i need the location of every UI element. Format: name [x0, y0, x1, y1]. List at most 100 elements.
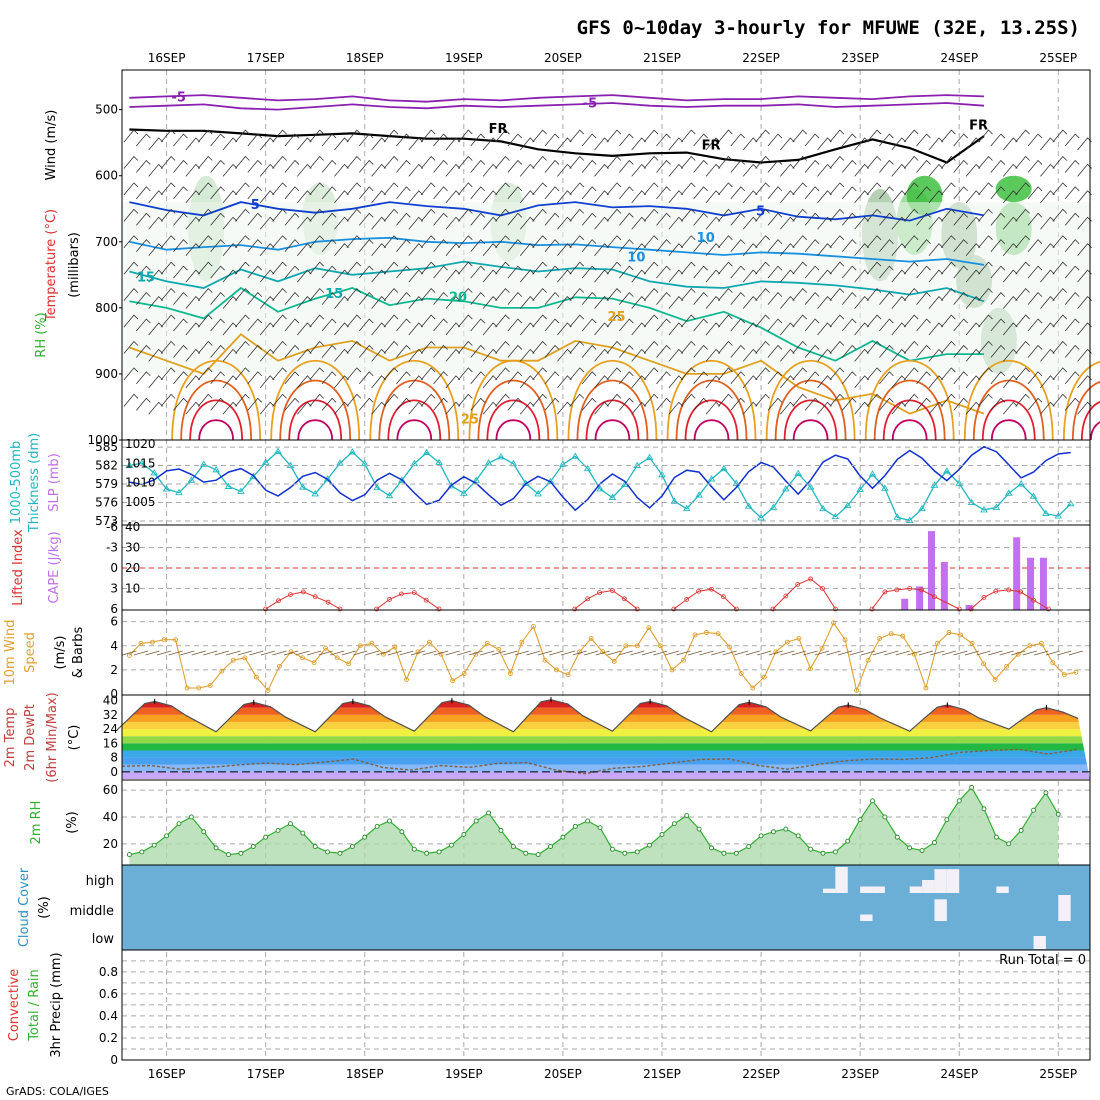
wind-barb	[619, 186, 634, 200]
wind-barb	[358, 292, 374, 305]
rh-point	[188, 814, 194, 820]
x-date-label-top: 19SEP	[445, 51, 483, 65]
contour-label: FR	[489, 122, 508, 137]
wind-barb	[978, 129, 993, 143]
warm-loop	[297, 419, 334, 441]
wind-barb	[928, 348, 944, 362]
wind-barb	[297, 243, 312, 256]
wind-barb	[136, 239, 151, 253]
thickness-point	[299, 483, 307, 490]
wind-speed-point	[819, 645, 825, 651]
wind-barb	[371, 243, 386, 256]
wind-barb	[136, 133, 151, 147]
thickness-point	[757, 514, 765, 521]
wind-barb	[222, 190, 238, 204]
warm-loop	[783, 399, 838, 441]
wind-barb	[470, 371, 485, 385]
li-point	[671, 606, 677, 612]
wind-barb	[334, 322, 349, 336]
wind-barb	[160, 314, 176, 328]
wind-barb	[495, 288, 510, 301]
wind-barb	[829, 288, 845, 301]
wind-barb	[693, 397, 708, 411]
rh-point	[659, 831, 665, 837]
wind-barb	[928, 190, 944, 204]
wind-barb	[693, 159, 708, 173]
wind-barb	[537, 650, 553, 656]
wind-barb	[358, 344, 374, 358]
wind-barb	[222, 295, 238, 309]
thickness-point	[261, 458, 270, 465]
wind-barb	[978, 182, 993, 196]
li-line	[871, 587, 960, 610]
wind-barb	[814, 650, 830, 656]
wind-barb	[173, 239, 188, 253]
wind-barb	[990, 239, 1006, 253]
wind-barb	[1040, 190, 1055, 204]
dewpoint-line	[121, 748, 1077, 775]
wind-barb	[619, 212, 634, 226]
x-date-label-top: 23SEP	[841, 51, 879, 65]
li-point	[1045, 606, 1051, 612]
wind-barb	[123, 393, 139, 407]
wind-barb	[259, 375, 275, 389]
wind-speed-point	[311, 660, 317, 666]
wind-barb	[668, 190, 684, 204]
wind-speed-point	[704, 630, 710, 635]
wind-barb	[606, 367, 622, 381]
wind-barb	[544, 239, 560, 253]
wind-barb	[841, 318, 857, 332]
wind-barb	[309, 129, 324, 143]
wind-barb	[237, 650, 252, 656]
wind-barb	[1064, 212, 1080, 226]
wind-barb	[792, 129, 808, 143]
rh-point	[795, 833, 801, 839]
wind-barb	[445, 375, 461, 389]
rh-point	[944, 817, 950, 823]
rh-point	[585, 818, 591, 824]
wind-barb	[581, 186, 597, 200]
wind-barb	[755, 340, 770, 354]
wind-barb	[643, 155, 659, 169]
wind-barb	[371, 269, 386, 283]
wind-barb	[458, 261, 473, 275]
wind-barb	[718, 288, 733, 301]
x-date-label-top: 16SEP	[148, 51, 186, 65]
x-date-label-bottom: 19SEP	[445, 1067, 483, 1081]
wind-barb	[544, 212, 560, 226]
wind-speed-point	[138, 640, 144, 646]
wind-barb	[866, 182, 882, 196]
wind-barb	[433, 371, 448, 385]
wind-barb	[420, 367, 436, 381]
wind-barb	[780, 216, 795, 230]
wind-barb	[1027, 371, 1043, 385]
thickness-point	[769, 503, 778, 510]
wind-barb	[879, 186, 894, 200]
wind-barb	[259, 137, 275, 151]
wind-barb	[346, 208, 362, 222]
wind-barb	[780, 190, 795, 204]
wind-barb	[210, 265, 225, 279]
wind-barb	[383, 367, 399, 381]
wind-speed-point	[1050, 660, 1056, 666]
wind-barb	[470, 344, 485, 358]
wind-barb	[491, 650, 506, 656]
thickness-point	[311, 490, 319, 497]
y-axis-label: 10m Wind	[3, 619, 18, 685]
wind-barb	[247, 318, 263, 332]
wind-barb	[433, 344, 448, 358]
wind-barb	[918, 650, 933, 656]
li-point	[882, 589, 888, 595]
thickness-point	[806, 483, 815, 490]
wind-barb	[767, 318, 783, 332]
wind-barb	[891, 190, 907, 204]
wind-barb	[710, 650, 726, 656]
wind-barb	[445, 269, 461, 283]
wind-barb	[879, 239, 894, 253]
wind-barb	[160, 129, 176, 143]
wind-barb	[420, 261, 436, 275]
wind-barb	[804, 186, 820, 200]
rh-point	[931, 840, 937, 845]
wind-barb	[656, 344, 671, 358]
li-point	[709, 586, 714, 592]
